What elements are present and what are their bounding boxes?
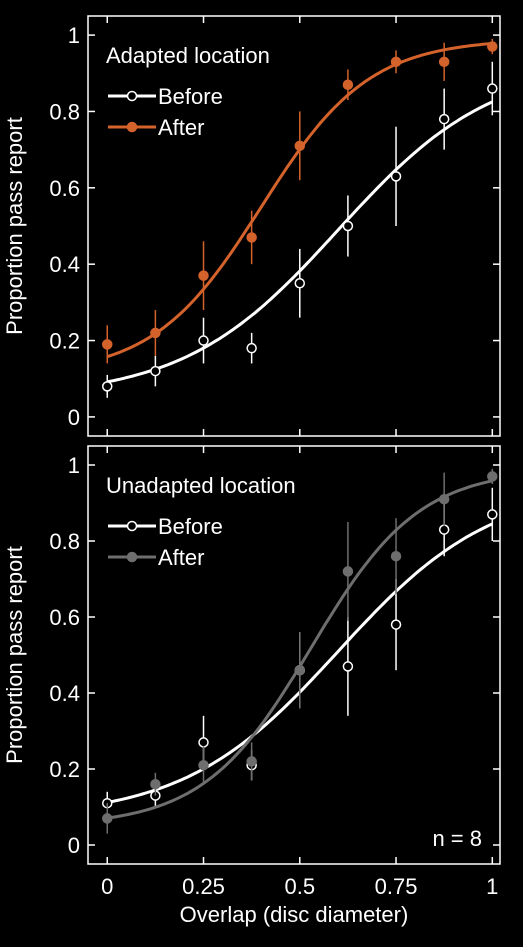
legend-marker (126, 520, 138, 532)
data-point (390, 171, 402, 182)
legend-label: Before (158, 84, 223, 109)
legend-marker (126, 90, 138, 102)
x-tick-label: 0.5 (284, 874, 315, 899)
data-point (487, 83, 498, 94)
chart-panel-1: 0 0.2 0.4 0.6 0.8 1 Proportion pass report Adap… (2, 15, 501, 437)
x-tick-label: 1 (486, 874, 498, 899)
y-tick-label: 0.6 (49, 176, 80, 201)
data-point (342, 220, 354, 232)
data-point (198, 270, 209, 281)
data-point (102, 381, 113, 392)
data-point (294, 664, 306, 676)
legend-label: After (158, 545, 204, 570)
legend-title: Adapted location (106, 43, 270, 68)
data-point (487, 509, 498, 520)
data-point (438, 113, 450, 125)
data-point (198, 335, 209, 346)
data-point (294, 140, 306, 152)
y-tick-label: 1 (68, 23, 80, 48)
plot-frame (87, 445, 501, 865)
sample-size-note: n = 8 (432, 826, 482, 851)
data-point (246, 232, 257, 243)
data-point (294, 278, 306, 289)
data-point (342, 566, 354, 577)
y-tick-label: 0.8 (49, 529, 80, 554)
data-point (390, 550, 402, 562)
legend-title: Unadapted location (106, 473, 296, 498)
series-after (102, 38, 498, 364)
y-axis-label: Proportion pass report (2, 117, 27, 335)
data-point (438, 524, 450, 535)
y-tick-label: 0.4 (49, 681, 80, 706)
data-point (390, 619, 402, 630)
data-point (150, 778, 161, 790)
data-point (198, 759, 209, 771)
legend: Adapted location Before After (106, 43, 270, 140)
data-point (438, 56, 450, 68)
data-point (342, 79, 354, 90)
data-point (390, 56, 402, 68)
legend: Unadapted location Before After (106, 473, 296, 570)
data-point (487, 471, 498, 482)
y-tick-label: 0.4 (49, 252, 80, 277)
data-point (487, 41, 498, 52)
data-point (150, 365, 161, 377)
data-point (438, 493, 450, 505)
y-tick-label: 0.2 (49, 757, 80, 782)
y-axis-label: Proportion pass report (2, 546, 27, 764)
y-tick-label: 0.8 (49, 99, 80, 124)
data-point (246, 342, 257, 354)
legend-label: Before (158, 514, 223, 539)
legend-marker (126, 551, 138, 563)
data-point (102, 339, 113, 350)
data-point (246, 756, 257, 767)
data-point (150, 327, 161, 339)
x-tick-label: 0.25 (182, 874, 225, 899)
legend-marker (126, 121, 138, 133)
x-axis-label: Overlap (disc diameter) (180, 902, 409, 927)
y-tick-label: 0 (68, 405, 80, 430)
y-tick-label: 0.2 (49, 329, 80, 354)
y-tick-label: 0.6 (49, 605, 80, 630)
data-point (342, 661, 354, 672)
y-tick-label: 0 (68, 833, 80, 858)
legend-label: After (158, 115, 204, 140)
x-tick-label: 0.75 (375, 874, 418, 899)
plot-frame (87, 15, 501, 437)
series-after (102, 468, 498, 834)
data-point (102, 813, 113, 824)
chart-panel-2: 0 0.2 0.4 0.6 0.8 1 0 0.25 0.5 0.75 1 Proportion pa… (2, 445, 501, 927)
y-tick-label: 1 (68, 453, 80, 478)
data-point (198, 737, 209, 748)
series-before (102, 61, 498, 398)
x-tick-label: 0 (101, 874, 113, 899)
